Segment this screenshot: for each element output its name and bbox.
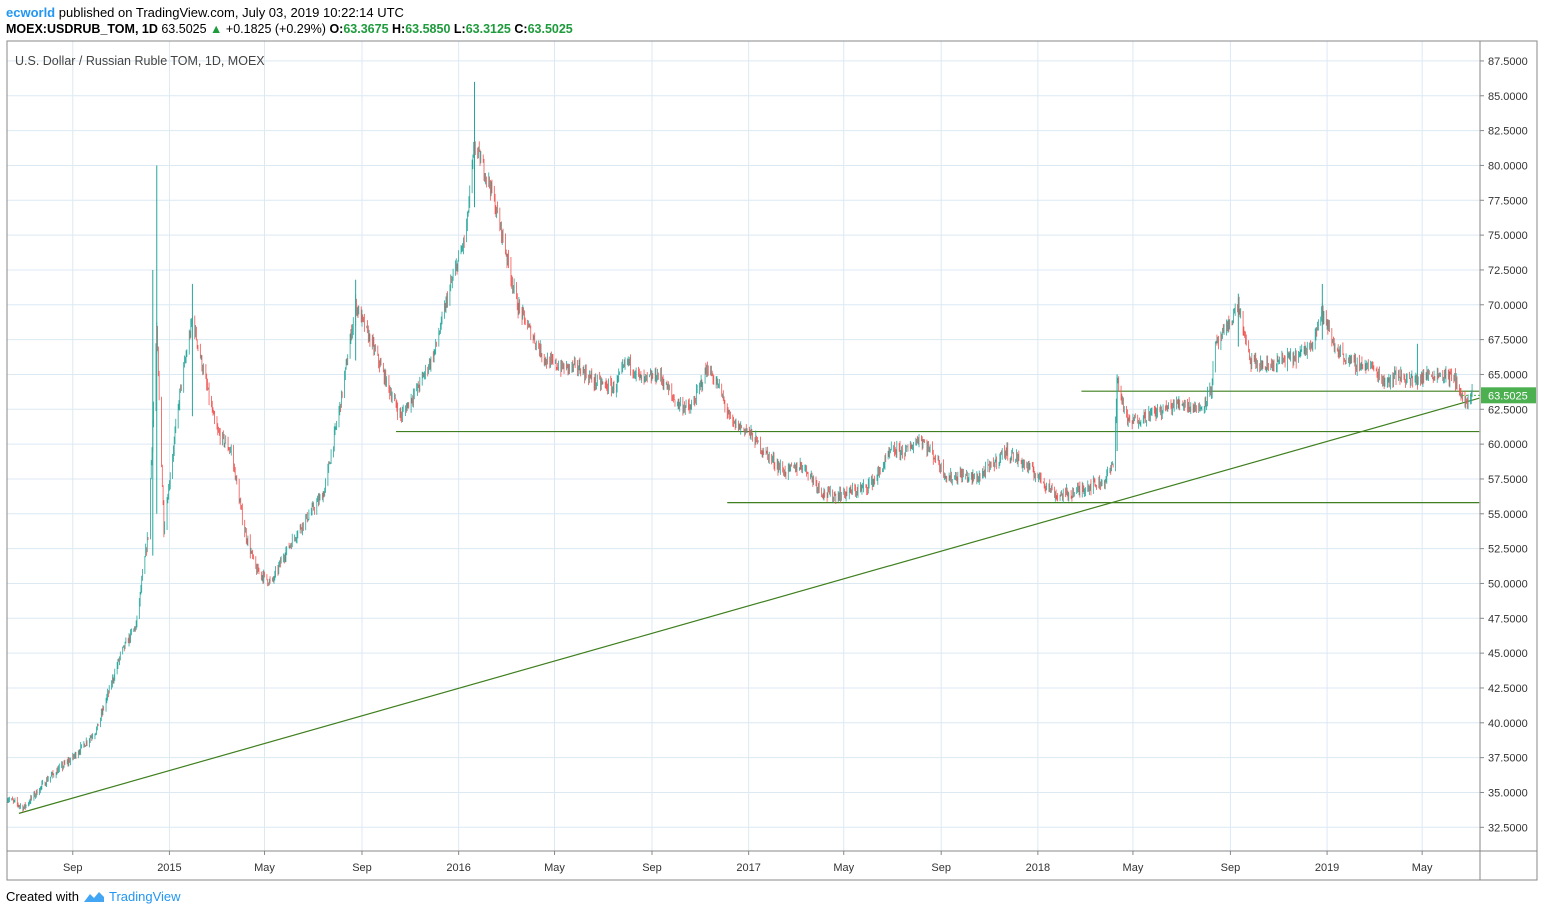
x-tick-label: May	[254, 862, 275, 874]
y-tick-label: 70.0000	[1488, 300, 1528, 312]
trend-lines	[18, 390, 1480, 814]
chart-frame	[6, 40, 1538, 881]
symbol-label: MOEX:USDRUB_TOM, 1D	[6, 22, 158, 36]
y-tick-label: 42.5000	[1488, 683, 1528, 695]
last-price-tag	[1481, 387, 1536, 404]
y-tick-label: 40.0000	[1488, 718, 1528, 730]
grid	[7, 41, 1480, 851]
low-value: 63.3125	[465, 22, 511, 36]
axes: 32.5000 35.0000 37.5000 40.0000 42.5000 45.00…	[6, 40, 1538, 881]
ohlc-line: MOEX:USDRUB_TOM, 1D 63.5025 ▲ +0.1825 (+…	[6, 21, 573, 38]
y-tick-label: 47.5000	[1488, 613, 1528, 625]
y-tick-label: 50.0000	[1488, 578, 1528, 590]
x-tick-label: May	[1123, 862, 1144, 874]
y-tick-label: 37.5000	[1488, 753, 1528, 765]
y-tick-label: 75.0000	[1488, 230, 1528, 242]
x-tick-label: May	[1412, 862, 1433, 874]
y-tick-label: 85.0000	[1488, 91, 1528, 103]
tradingview-logo-icon	[83, 891, 104, 902]
x-tick-label: Sep	[352, 862, 372, 874]
x-tick-label: 2017	[736, 862, 760, 874]
y-tick-label: 77.5000	[1488, 195, 1528, 207]
x-tick-label: 2019	[1315, 862, 1339, 874]
y-tick-label: 80.0000	[1488, 160, 1528, 172]
last-price-label: 63.5025	[1488, 390, 1528, 402]
y-tick-label: 52.5000	[1488, 544, 1528, 556]
author-link[interactable]: ecworld	[6, 5, 56, 20]
x-tick-label: 2018	[1026, 862, 1050, 874]
y-tick-label: 45.0000	[1488, 648, 1528, 660]
y-tick-label: 82.5000	[1488, 126, 1528, 138]
tradingview-brand[interactable]: TradingView	[108, 889, 181, 904]
last-price: 63.5025	[161, 22, 207, 36]
y-tick-label: 60.0000	[1488, 439, 1528, 451]
x-tick-label: Sep	[931, 862, 951, 874]
low-label: L:	[453, 22, 466, 36]
close-value: 63.5025	[527, 22, 573, 36]
y-tick-label: 87.5000	[1488, 56, 1528, 68]
open-label: O:	[329, 22, 344, 36]
y-tick-label: 67.5000	[1488, 335, 1528, 347]
y-tick-label: 57.5000	[1488, 474, 1528, 486]
x-tick-label: 2016	[446, 862, 470, 874]
chart-title: U.S. Dollar / Russian Ruble TOM, 1D, MOE…	[15, 54, 265, 68]
x-tick-label: May	[544, 862, 565, 874]
y-tick-label: 32.5000	[1488, 822, 1528, 834]
high-value: 63.5850	[405, 22, 451, 36]
high-label: H:	[392, 22, 406, 36]
close-label: C:	[514, 22, 528, 36]
y-tick-label: 55.0000	[1488, 509, 1528, 521]
published-text: published on TradingView.com, July 03, 2…	[58, 5, 404, 20]
trend-line	[18, 397, 1480, 814]
y-tick-label: 65.0000	[1488, 369, 1528, 381]
x-tick-label: Sep	[642, 862, 662, 874]
y-tick-label: 62.5000	[1488, 404, 1528, 416]
candles	[6, 81, 1473, 812]
chart-header: ecworld published on TradingView.com, Ju…	[6, 4, 573, 38]
x-tick-label: May	[833, 862, 854, 874]
price-chart[interactable]: 32.5000 35.0000 37.5000 40.0000 42.5000 45.00…	[0, 0, 1544, 882]
y-tick-label: 35.0000	[1488, 787, 1528, 799]
chart-area[interactable]: 32.5000 35.0000 37.5000 40.0000 42.5000 45.00…	[0, 0, 1544, 887]
x-tick-label: Sep	[63, 862, 83, 874]
triangle-up-icon: ▲	[210, 22, 223, 36]
created-with-label: Created with	[6, 889, 79, 904]
x-tick-label: Sep	[1221, 862, 1241, 874]
footer: Created with TradingView	[6, 889, 181, 904]
open-value: 63.3675	[343, 22, 389, 36]
publish-line: ecworld published on TradingView.com, Ju…	[6, 4, 573, 21]
y-tick-label: 72.5000	[1488, 265, 1528, 277]
x-tick-label: 2015	[157, 862, 181, 874]
change-value: +0.1825 (+0.29%)	[225, 22, 326, 36]
